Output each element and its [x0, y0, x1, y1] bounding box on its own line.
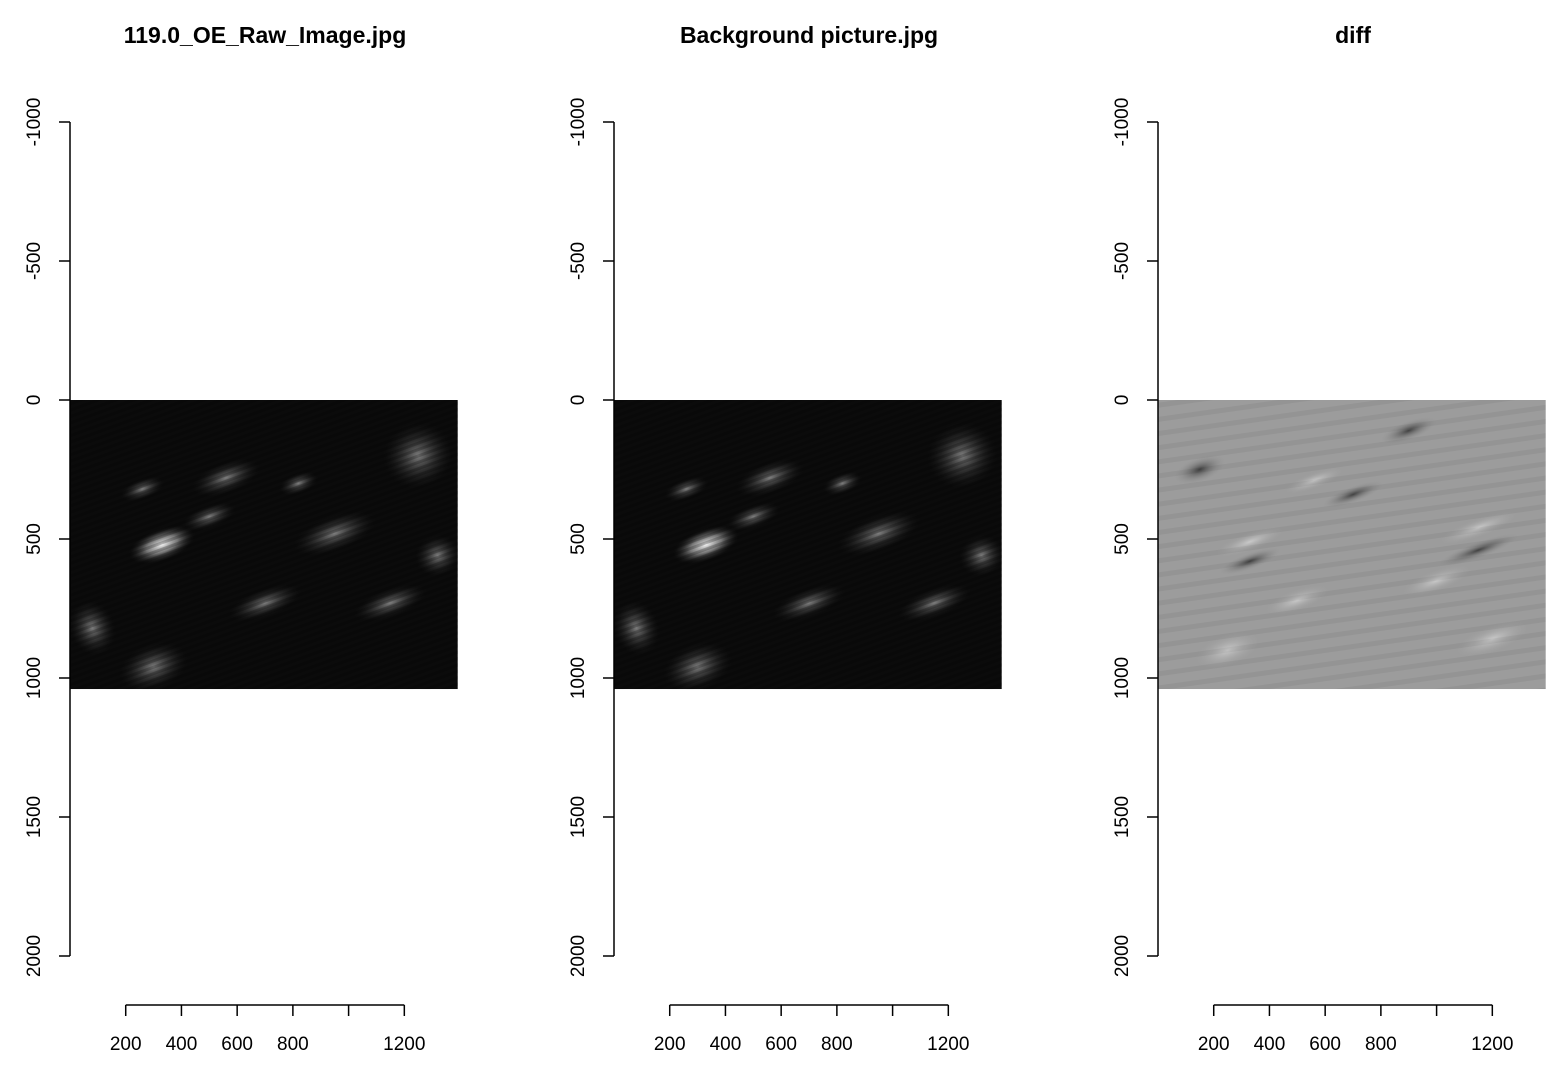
x-tick-label: 200	[1198, 1034, 1230, 1055]
y-tick-label: 500	[1112, 523, 1133, 555]
y-tick-label: 2000	[24, 935, 45, 977]
image-content	[1158, 400, 1546, 690]
x-tick-label: 600	[221, 1034, 253, 1055]
y-tick-label: -1000	[1112, 98, 1133, 147]
chart-panel-1: 119.0_OE_Raw_Image.jpg -1000 -500 0 500 1000 1…	[24, 22, 458, 1055]
y-tick-label: 2000	[568, 935, 589, 977]
image-heatmap	[1158, 400, 1546, 690]
x-tick-label: 400	[166, 1034, 198, 1055]
y-tick-label: 1500	[1112, 796, 1133, 838]
x-tick-label: 200	[110, 1034, 142, 1055]
x-tick-label: 1200	[1471, 1034, 1513, 1055]
image-content	[614, 400, 1002, 690]
y-tick-label: 2000	[1112, 935, 1133, 977]
y-tick-label: -500	[568, 242, 589, 280]
y-tick-label: 0	[1112, 395, 1133, 406]
x-tick-label: 400	[1254, 1034, 1286, 1055]
x-tick-label: 800	[821, 1034, 853, 1055]
y-tick-label: 0	[568, 395, 589, 406]
y-tick-label: 500	[24, 523, 45, 555]
y-tick-label: -1000	[24, 98, 45, 147]
chart-title: 119.0_OE_Raw_Image.jpg	[124, 22, 407, 48]
x-tick-label: 600	[1309, 1034, 1341, 1055]
image-content	[70, 400, 458, 690]
image-fringe-texture	[70, 400, 458, 690]
image-fringe-texture	[1158, 400, 1546, 690]
x-tick-label: 1200	[383, 1034, 425, 1055]
x-tick-label: 800	[1365, 1034, 1397, 1055]
chart-panel-3: diff -1000 -500 0 500 1000 1500 2000 200 400 600 80…	[1112, 22, 1546, 1055]
image-heatmap	[614, 400, 1002, 690]
y-tick-label: 1500	[568, 796, 589, 838]
y-tick-label: -500	[24, 242, 45, 280]
image-heatmap	[70, 400, 458, 690]
y-tick-label: -1000	[568, 98, 589, 147]
y-tick-label: 0	[24, 395, 45, 406]
x-tick-label: 600	[765, 1034, 797, 1055]
chart-title: diff	[1335, 22, 1371, 48]
y-tick-label: 1000	[1112, 657, 1133, 699]
image-fringe-texture	[614, 400, 1002, 690]
y-tick-label: 1500	[24, 796, 45, 838]
x-tick-label: 200	[654, 1034, 686, 1055]
x-tick-label: 400	[710, 1034, 742, 1055]
x-tick-label: 1200	[927, 1034, 969, 1055]
y-tick-label: -500	[1112, 242, 1133, 280]
chart-panel-2: Background picture.jpg -1000 -500 0 500 1000 1…	[568, 22, 1002, 1055]
x-tick-label: 800	[277, 1034, 309, 1055]
y-tick-label: 1000	[568, 657, 589, 699]
chart-title: Background picture.jpg	[680, 22, 938, 48]
y-tick-label: 500	[568, 523, 589, 555]
y-tick-label: 1000	[24, 657, 45, 699]
